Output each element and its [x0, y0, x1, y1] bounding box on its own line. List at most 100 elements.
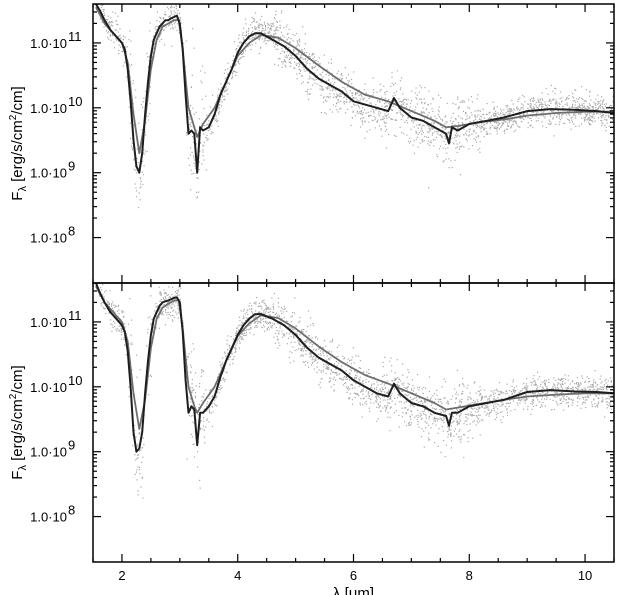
data-point [359, 93, 362, 96]
data-point [534, 384, 536, 386]
data-point [289, 52, 291, 54]
data-point [411, 90, 413, 92]
data-point [535, 120, 537, 122]
data-point [378, 115, 380, 117]
data-point [430, 116, 432, 118]
data-point [366, 374, 368, 376]
data-point [226, 82, 228, 84]
data-point [123, 323, 126, 325]
data-point [215, 397, 217, 399]
data-point [255, 35, 257, 37]
data-point [441, 419, 443, 421]
data-point [267, 32, 269, 34]
top-panel: 1.0·10 81.0·10 91.0·10 101.0·10 11 Fλ [erg/s… [8, 0, 615, 284]
data-point [107, 19, 109, 21]
data-point [479, 147, 481, 149]
data-point [532, 389, 534, 391]
data-point [593, 389, 595, 391]
data-point [313, 358, 315, 361]
data-point [446, 121, 448, 123]
data-point [532, 111, 534, 113]
data-point [532, 399, 534, 401]
data-point [149, 55, 151, 57]
data-point [481, 396, 484, 398]
data-point [390, 357, 392, 359]
data-point [458, 385, 460, 387]
data-point [380, 128, 382, 130]
data-point [147, 119, 149, 121]
data-point [326, 87, 328, 90]
data-point [305, 360, 307, 362]
data-point [211, 403, 213, 405]
data-point [357, 110, 359, 112]
data-point [589, 123, 591, 125]
data-point [420, 112, 422, 114]
data-point [254, 321, 256, 323]
data-point [396, 70, 398, 72]
data-point [405, 99, 408, 101]
data-point [505, 115, 507, 117]
data-point [535, 101, 537, 103]
data-point [170, 305, 172, 307]
data-point [512, 379, 514, 381]
data-point [531, 384, 533, 386]
data-point [499, 123, 501, 125]
data-point [209, 106, 211, 108]
data-point [566, 96, 568, 98]
data-point [234, 351, 236, 354]
data-point [104, 308, 106, 310]
data-point [562, 378, 564, 380]
data-point [477, 390, 479, 392]
data-point [512, 121, 514, 123]
data-point [162, 24, 164, 26]
data-point [504, 406, 507, 408]
data-point [300, 350, 303, 352]
data-point [459, 101, 461, 103]
data-point [328, 85, 330, 87]
data-point [274, 342, 276, 344]
data-point [506, 407, 508, 410]
data-point [470, 121, 472, 123]
data-point [116, 330, 118, 332]
data-point [455, 397, 457, 399]
data-point [223, 99, 225, 101]
data-point [588, 386, 590, 388]
data-point [258, 311, 260, 313]
data-point [255, 310, 257, 312]
data-point [445, 143, 447, 145]
data-point [563, 398, 565, 400]
data-point [399, 110, 401, 112]
data-point [123, 311, 125, 313]
data-point [178, 286, 180, 288]
data-point [508, 113, 510, 115]
data-point [159, 35, 161, 37]
data-point [515, 121, 517, 123]
data-point [330, 386, 332, 388]
data-point [474, 118, 477, 120]
data-point [588, 389, 590, 391]
data-point [328, 97, 330, 99]
data-point [474, 114, 476, 116]
data-point [292, 57, 294, 59]
data-point [101, 0, 102, 1]
data-point [293, 335, 295, 337]
data-point [607, 114, 609, 117]
data-point [311, 66, 313, 68]
data-point [463, 146, 465, 148]
data-point [239, 324, 241, 326]
data-point [113, 304, 115, 306]
data-point [341, 379, 343, 381]
data-point [559, 98, 561, 100]
data-point [314, 60, 316, 62]
data-point [155, 306, 157, 308]
data-point [268, 308, 270, 310]
data-point [525, 394, 527, 396]
data-point [588, 396, 590, 398]
data-point [557, 386, 559, 388]
data-point [535, 111, 537, 113]
data-point [346, 361, 348, 364]
data-point [307, 93, 309, 95]
data-point [362, 107, 364, 109]
data-point [435, 117, 437, 120]
data-point [445, 444, 447, 446]
